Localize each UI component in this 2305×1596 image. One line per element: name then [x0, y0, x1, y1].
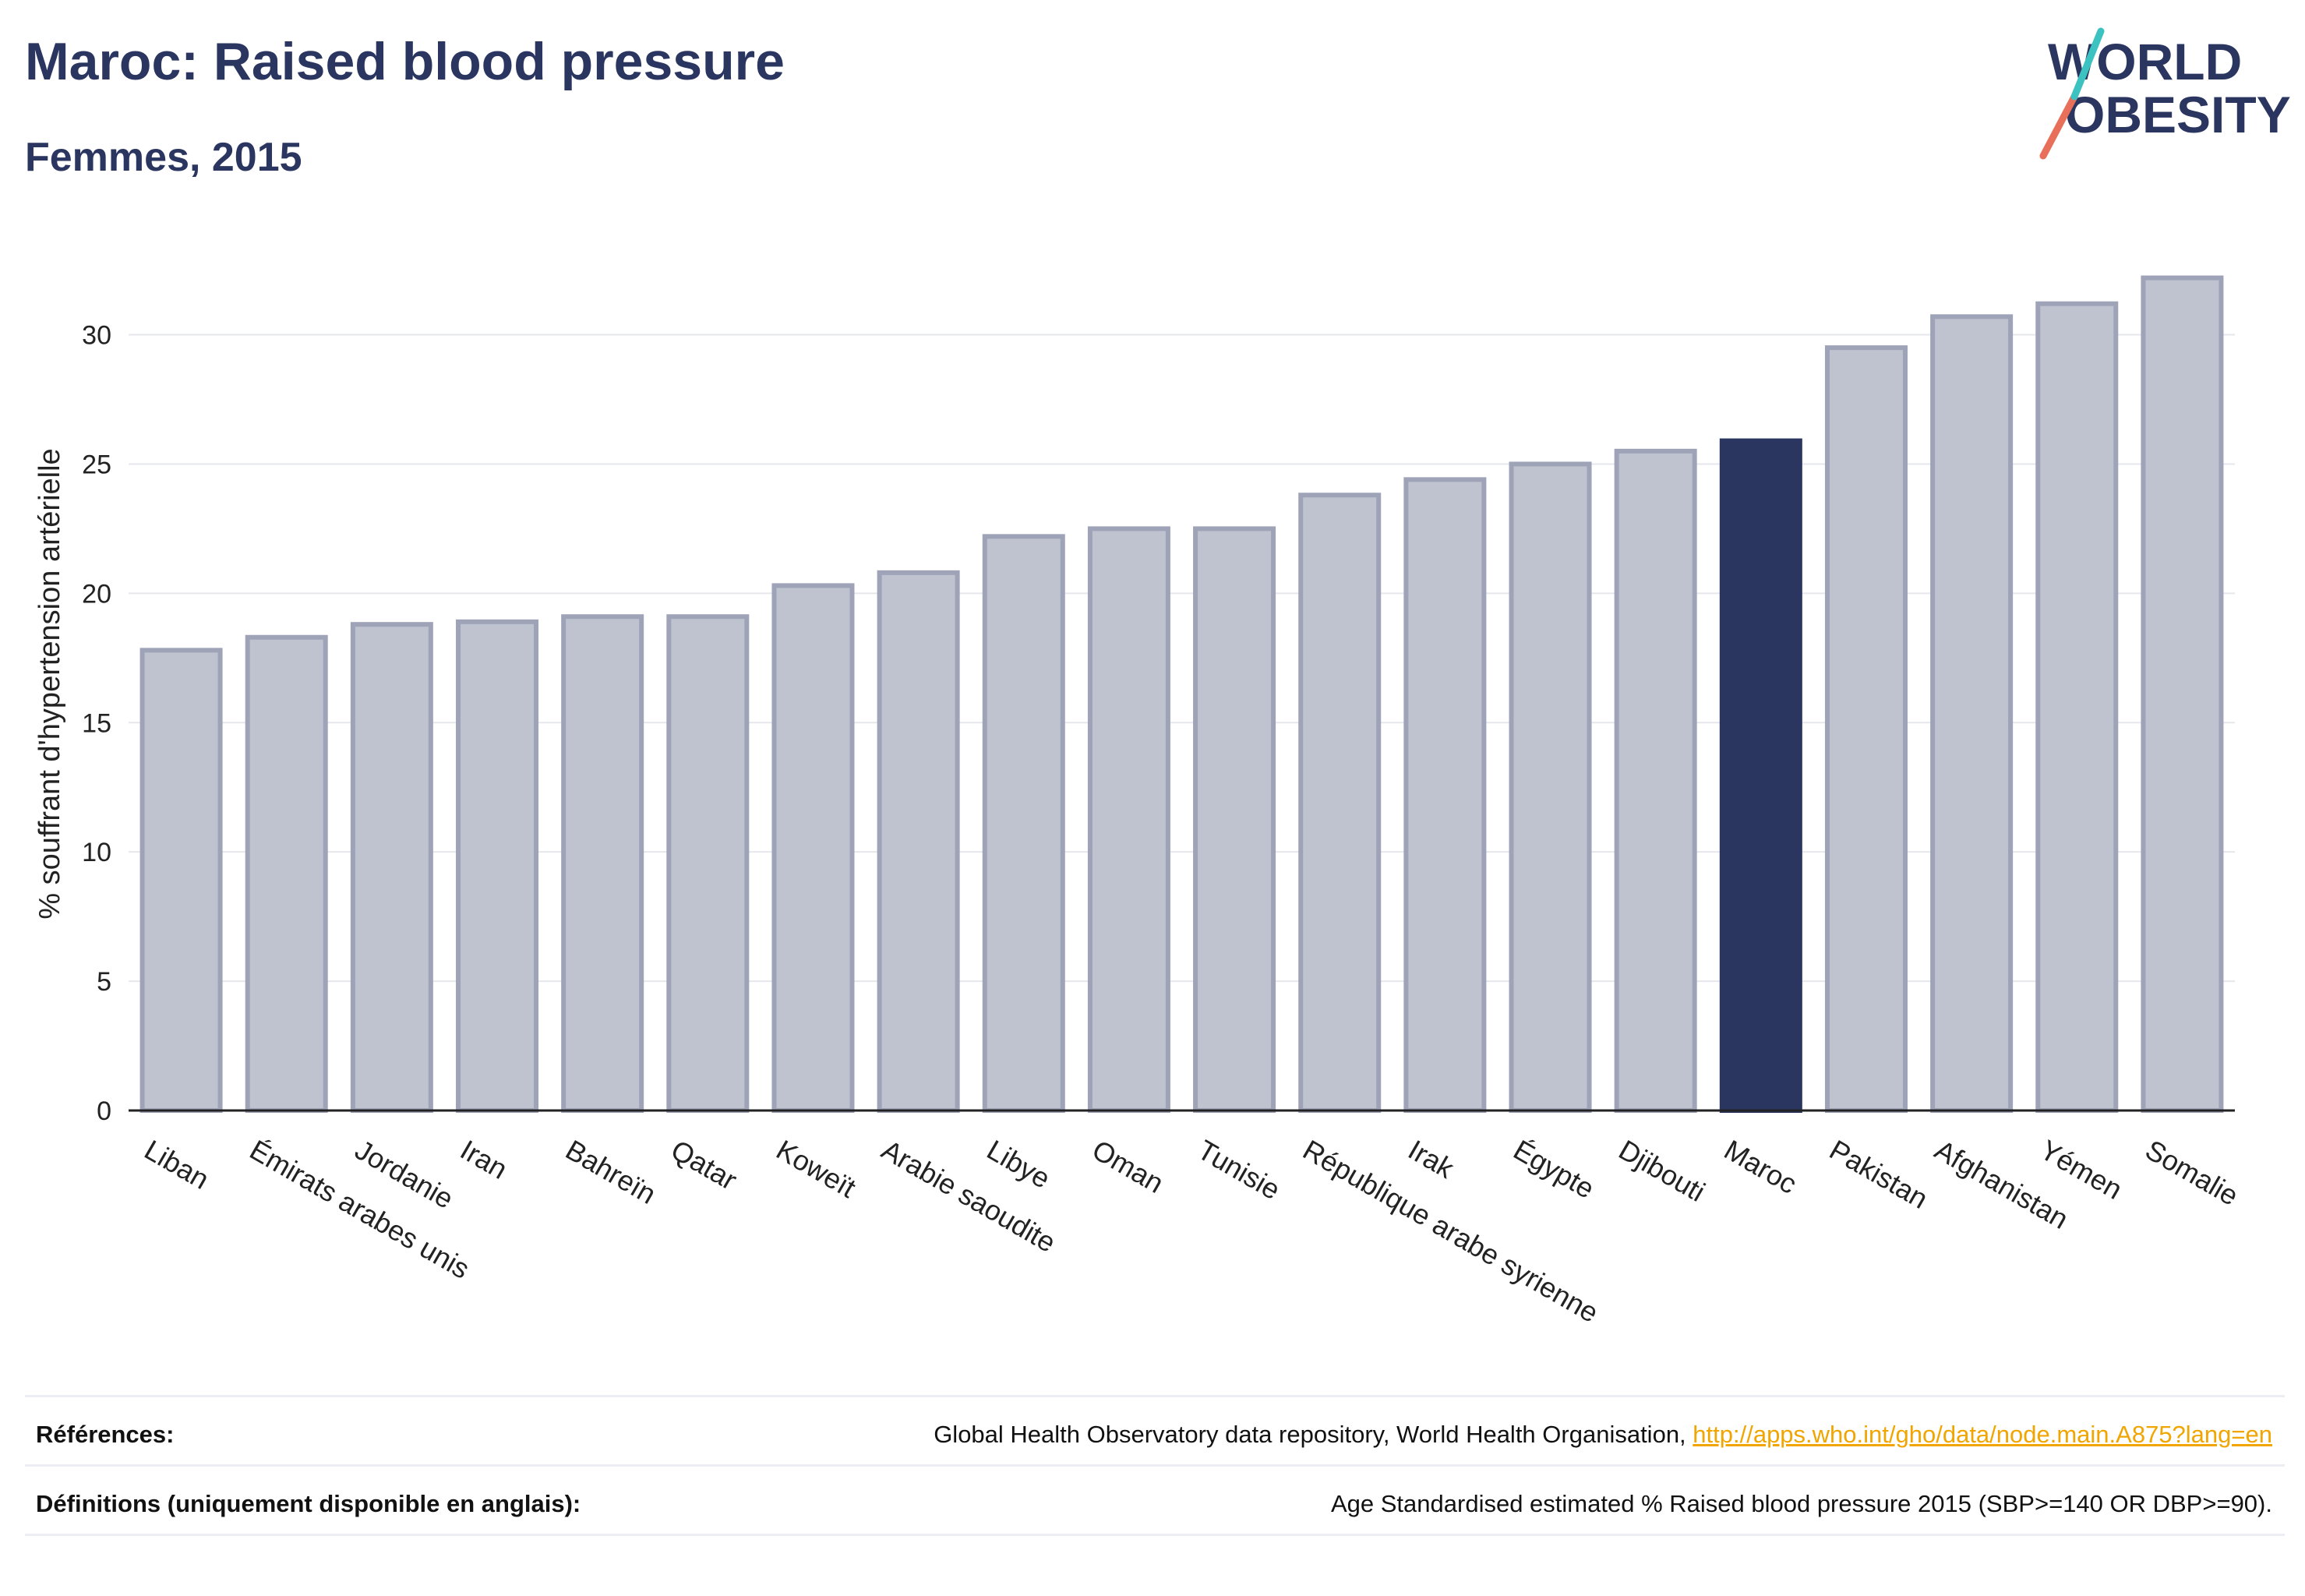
footer-table: Références: Global Health Observatory da…: [25, 1395, 2285, 1536]
x-tick-label: Iran: [455, 1133, 513, 1185]
definitions-row: Définitions (uniquement disponible en an…: [25, 1464, 2285, 1536]
x-tick-label: Pakistan: [1824, 1133, 1933, 1215]
logo-slash-orange: [2039, 93, 2078, 160]
bar: [139, 648, 223, 1113]
bar: [1719, 438, 1802, 1113]
x-tick-label: Oman: [1087, 1133, 1169, 1199]
x-tick-label: Liban: [139, 1133, 215, 1195]
world-obesity-logo: WORLD OBESITY: [2039, 27, 2291, 160]
x-tick-label: Égypte: [1509, 1133, 1601, 1205]
bar: [982, 534, 1065, 1113]
y-tick-label: 10: [82, 838, 111, 867]
x-tick-label: Qatar: [665, 1133, 742, 1196]
bar: [877, 570, 960, 1113]
y-axis-label: % souffrant d'hypertension artérielle: [34, 448, 66, 919]
references-row: Références: Global Health Observatory da…: [25, 1395, 2285, 1464]
logo-line2: OBESITY: [2065, 86, 2291, 143]
chart-subtitle: Femmes, 2015: [25, 135, 302, 180]
y-tick-label: 25: [82, 450, 111, 479]
y-tick-label: 20: [82, 579, 111, 609]
x-tick-label: Maroc: [1719, 1133, 1802, 1200]
bar: [1298, 493, 1382, 1113]
references-label: Références:: [36, 1421, 175, 1448]
references-link[interactable]: http://apps.who.int/gho/data/node.main.A…: [1693, 1421, 2272, 1448]
bar: [1509, 461, 1592, 1113]
bar: [666, 614, 750, 1113]
x-tick-label: Koweït: [771, 1133, 861, 1204]
x-tick-label: Libye: [982, 1133, 1056, 1195]
bar: [771, 583, 855, 1113]
bar: [1403, 477, 1487, 1113]
bar: [2141, 275, 2224, 1114]
bar: [2035, 301, 2119, 1113]
bar: [350, 622, 433, 1113]
bar: [1614, 448, 1697, 1113]
x-tick-label: Somalie: [2140, 1133, 2243, 1212]
bar: [1930, 314, 2014, 1113]
bar: [561, 614, 644, 1113]
x-tick-label: Bahreïn: [560, 1133, 662, 1210]
x-tick-label: Tunisie: [1192, 1133, 1286, 1206]
y-tick-label: 15: [82, 708, 111, 738]
y-tick-label: 30: [82, 321, 111, 351]
y-tick-label: 5: [97, 967, 111, 997]
x-tick-label: Arabie saoudite: [877, 1133, 1061, 1259]
chart-title: Maroc: Raised blood pressure: [25, 32, 785, 91]
x-tick-label: Djibouti: [1614, 1133, 1710, 1208]
y-tick-label: 0: [97, 1096, 111, 1126]
logo-slash-teal: [2070, 27, 2105, 101]
bar: [245, 634, 328, 1113]
bar: [1193, 526, 1276, 1113]
x-tick-label: Irak: [1403, 1133, 1460, 1185]
references-value: Global Health Observatory data repositor…: [934, 1418, 2285, 1452]
bar: [456, 619, 539, 1113]
bar: [1087, 526, 1170, 1113]
definitions-label: Définitions (uniquement disponible en an…: [36, 1490, 581, 1517]
bar: [1824, 345, 1908, 1113]
references-text: Global Health Observatory data repositor…: [934, 1421, 1693, 1448]
definitions-value: Age Standardised estimated % Raised bloo…: [1330, 1490, 2272, 1517]
